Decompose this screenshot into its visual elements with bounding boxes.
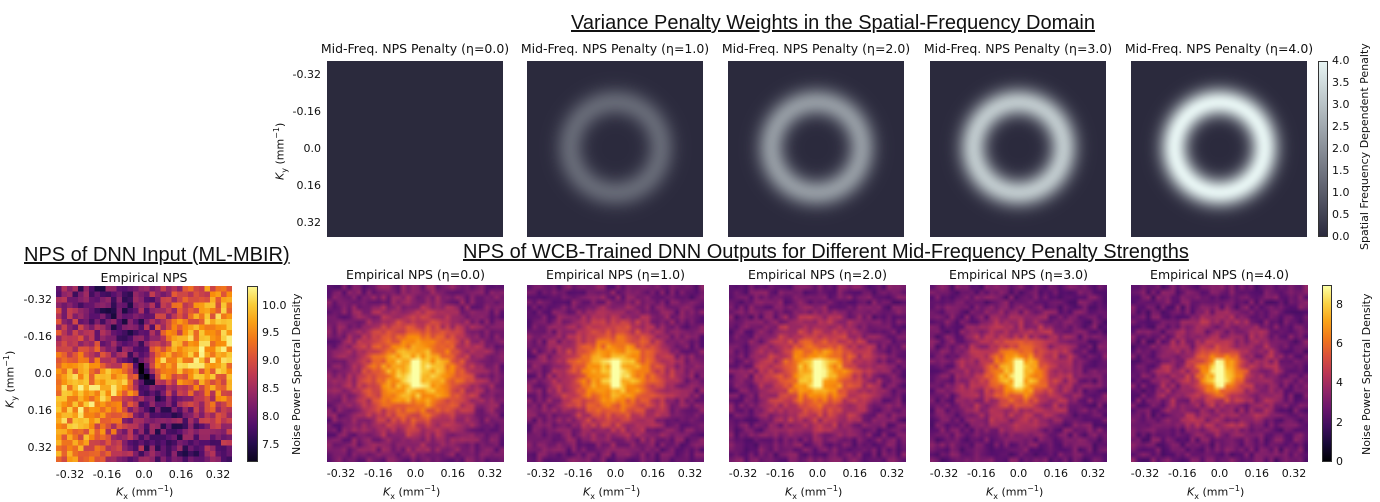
input-x-tick: 0.32 <box>205 468 231 481</box>
output-x-tick: 0.0 <box>406 467 425 480</box>
input-nps-title: Empirical NPS <box>100 270 188 285</box>
output-x-tick: -0.32 <box>326 467 356 480</box>
output-x-tick: 0.0 <box>1009 467 1028 480</box>
output-nps-heatmap <box>930 285 1107 462</box>
penalty-y-tick: 0.32 <box>296 216 322 229</box>
output-x-tick: 0.0 <box>808 467 827 480</box>
penalty-colorbar-tick: 4.0 <box>1332 54 1350 67</box>
input-y-tick: 0.0 <box>34 367 53 380</box>
output-nps-heatmap <box>527 285 704 462</box>
penalty-colorbar-bar <box>1318 61 1328 237</box>
output-colorbar-tick: 8 <box>1336 297 1343 311</box>
output-colorbar-label: Noise Power Spectral Density <box>1360 293 1373 456</box>
output-x-tick: 0.16 <box>640 467 666 480</box>
penalty-colorbar-tick: 3.0 <box>1332 98 1350 111</box>
input-colorbar-tick: 9.0 <box>262 354 280 368</box>
penalty-colorbar-tick: 0.5 <box>1332 208 1350 221</box>
output-x-tick: 0.16 <box>842 467 868 480</box>
penalty-panel-title: Mid-Freq. NPS Penalty (η=0.0) <box>320 41 510 56</box>
input-x-tick: -0.32 <box>55 468 85 481</box>
output-x-tick: -0.32 <box>728 467 758 480</box>
output-x-tick: 0.16 <box>1244 467 1270 480</box>
output-x-label: Kx (mm−1) <box>1187 484 1245 501</box>
input-x-label: Kx (mm−1) <box>116 484 174 501</box>
penalty-colorbar-label: Spatial Frequency Dependent Penalty <box>1358 43 1371 250</box>
input-colorbar-tick: 8.5 <box>262 382 280 396</box>
output-x-label: Kx (mm−1) <box>583 484 641 501</box>
output-colorbar-bar <box>1322 285 1332 462</box>
penalty-colorbar-tick: 1.5 <box>1332 164 1350 177</box>
output-colorbar-tick: 0 <box>1336 455 1343 468</box>
penalty-panel-title: Mid-Freq. NPS Penalty (η=3.0) <box>923 41 1113 56</box>
penalty-y-tick: 0.16 <box>296 179 322 192</box>
output-x-label: Kx (mm−1) <box>986 484 1044 501</box>
output-x-tick: 0.32 <box>677 467 703 480</box>
penalty-panel-title: Mid-Freq. NPS Penalty (η=4.0) <box>1124 41 1314 56</box>
output-nps-title: Empirical NPS (η=1.0) <box>546 267 685 282</box>
input-x-tick: 0.0 <box>135 468 153 481</box>
penalty-heatmap <box>930 61 1106 237</box>
penalty-y-tick: -0.16 <box>292 105 321 118</box>
output-nps-title: Empirical NPS (η=2.0) <box>748 267 887 282</box>
penalty-y-label: Ky (mm−1) <box>272 122 289 180</box>
penalty-colorbar-tick: 3.5 <box>1332 76 1350 89</box>
output-x-tick: -0.16 <box>766 467 795 480</box>
output-nps-heatmap <box>729 285 906 462</box>
penalty-y-tick: -0.32 <box>292 68 321 81</box>
output-x-tick: 0.0 <box>606 467 625 480</box>
input-colorbar-tick: 10.0 <box>262 298 287 312</box>
penalty-heatmap <box>327 61 503 237</box>
output-colorbar-tick: 2 <box>1336 415 1343 429</box>
input-nps-heatmap <box>56 286 232 462</box>
output-x-tick: 0.32 <box>477 467 503 480</box>
output-nps-heatmap <box>1131 285 1308 462</box>
output-x-tick: -0.16 <box>564 467 593 480</box>
output-x-tick: -0.16 <box>364 467 393 480</box>
penalty-heatmap <box>1131 61 1307 237</box>
output-nps-title: Empirical NPS (η=3.0) <box>949 267 1088 282</box>
output-x-tick: 0.0 <box>1210 467 1229 480</box>
input-y-tick: -0.16 <box>23 330 52 343</box>
penalty-panel-title: Mid-Freq. NPS Penalty (η=1.0) <box>520 41 710 56</box>
output-x-label: Kx (mm−1) <box>383 484 441 501</box>
output-x-tick: 0.16 <box>1043 467 1069 480</box>
input-colorbar-tick: 8.0 <box>262 410 280 424</box>
output-x-tick: -0.16 <box>1168 467 1197 480</box>
penalty-panel-title: Mid-Freq. NPS Penalty (η=2.0) <box>721 41 911 56</box>
left-section-title: NPS of DNN Input (ML-MBIR) <box>24 244 290 266</box>
output-x-tick: -0.16 <box>967 467 996 480</box>
output-nps-title: Empirical NPS (η=4.0) <box>1150 267 1289 282</box>
output-x-tick: 0.32 <box>879 467 905 480</box>
input-y-tick: 0.32 <box>27 441 53 454</box>
output-nps-heatmap <box>327 285 504 462</box>
penalty-heatmap <box>527 61 703 237</box>
input-colorbar-bar <box>247 286 258 462</box>
output-x-tick: -0.32 <box>929 467 959 480</box>
input-x-tick: -0.16 <box>92 468 122 481</box>
penalty-colorbar-tick: 0.0 <box>1332 230 1350 243</box>
output-x-tick: 0.32 <box>1080 467 1106 480</box>
input-y-label: Ky (mm−1) <box>2 350 19 408</box>
penalty-colorbar-tick: 1.0 <box>1332 186 1350 199</box>
input-y-tick: 0.16 <box>27 404 53 417</box>
input-colorbar-label: Noise Power Spectral Density <box>290 293 303 456</box>
penalty-y-tick: 0.0 <box>303 142 322 155</box>
output-colorbar-tick: 4 <box>1336 376 1343 390</box>
output-x-tick: 0.32 <box>1281 467 1307 480</box>
output-x-tick: -0.32 <box>1130 467 1160 480</box>
output-nps-title: Empirical NPS (η=0.0) <box>346 267 485 282</box>
input-x-tick: 0.16 <box>168 468 194 481</box>
bottom-section-title: NPS of WCB-Trained DNN Outputs for Diffe… <box>463 241 1189 263</box>
output-colorbar-tick: 6 <box>1336 337 1343 350</box>
penalty-colorbar-tick: 2.5 <box>1332 120 1350 133</box>
input-colorbar-tick: 7.5 <box>262 438 280 452</box>
penalty-colorbar-tick: 2.0 <box>1332 142 1350 155</box>
penalty-heatmap <box>728 61 904 237</box>
input-colorbar-tick: 9.5 <box>262 326 280 340</box>
output-x-label: Kx (mm−1) <box>785 484 843 501</box>
top-section-title: Variance Penalty Weights in the Spatial-… <box>571 12 1095 34</box>
output-x-tick: -0.32 <box>526 467 556 480</box>
input-y-tick: -0.32 <box>23 293 52 306</box>
output-x-tick: 0.16 <box>440 467 466 480</box>
